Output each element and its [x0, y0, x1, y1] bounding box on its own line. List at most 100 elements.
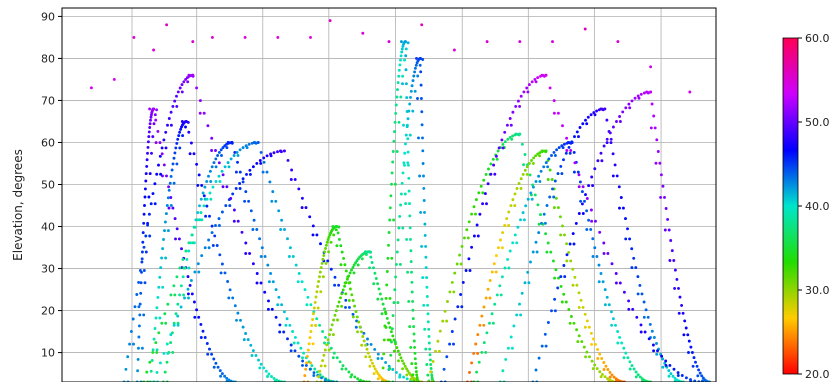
scatter-point-top-15 — [452, 48, 456, 52]
scatter-point-track-1-fall-2 — [154, 118, 158, 122]
scatter-point-track-15-rise-37 — [642, 91, 646, 95]
scatter-point-track-8-rise-24 — [322, 254, 326, 257]
scatter-point-track-4-rise-32 — [235, 150, 239, 154]
scatter-point-track-1-fall-offset-4 — [154, 141, 158, 145]
scatter-point-track-16-fall-3 — [552, 99, 556, 103]
scatter-point-track-2-fall-20 — [233, 304, 237, 308]
scatter-point-track-1-rise-30 — [148, 126, 152, 129]
scatter-point-track-10-rise-13 — [397, 226, 401, 230]
scatter-point-track-16-rise-36 — [536, 76, 540, 80]
scatter-point-track-11-rise-offset-22 — [481, 191, 485, 195]
scatter-point-track-6-fall-8 — [217, 161, 221, 165]
scatter-point-track-8-rise-26 — [324, 246, 327, 250]
scatter-point-track-6-fall-25 — [282, 330, 286, 334]
scatter-point-track-15-fall-offset-25 — [682, 333, 686, 337]
scatter-point-track-6-rise-offset-13 — [148, 234, 152, 238]
scatter-point-track-16-fall-offset-34 — [676, 374, 680, 377]
scatter-point-track-10-rise-19 — [402, 161, 406, 165]
scatter-point-track-16-rise-26 — [508, 117, 512, 120]
scatter-point-track-13-rise-30 — [547, 157, 551, 161]
scatter-point-track-5-fall-9 — [311, 224, 315, 228]
scatter-point-track-11-rise-32 — [501, 142, 505, 146]
scatter-point-track-2-rise-8 — [155, 306, 159, 310]
scatter-point-track-13-rise-8 — [490, 312, 494, 316]
scatter-point-track-5-fall-32 — [394, 370, 398, 374]
scatter-point-track-11-rise-11 — [450, 280, 454, 284]
scatter-point-track-14-rise-31 — [581, 122, 585, 126]
scatter-point-track-10-fall-23 — [426, 312, 430, 316]
scatter-point-track-2-fall-offset-25 — [242, 338, 246, 342]
scatter-point-track-3-rise-24 — [203, 185, 207, 189]
scatter-point-track-8-fall-19 — [360, 330, 363, 334]
scatter-point-track-14-fall-21 — [644, 308, 648, 312]
scatter-point-track-13-fall-27 — [624, 351, 628, 355]
scatter-point-track-2-fall-offset-37 — [273, 379, 277, 382]
scatter-point-track-16-fall-offset-19 — [614, 281, 618, 285]
scatter-point-top-14 — [420, 23, 424, 27]
scatter-point-track-12-fall-34 — [612, 375, 616, 379]
scatter-point-track-5-fall-35 — [405, 377, 409, 381]
scatter-point-track-15-rise-13 — [568, 242, 572, 246]
scatter-point-track-16-fall-offset-31 — [664, 363, 668, 367]
scatter-point-track-9-fall-17 — [409, 249, 413, 253]
scatter-point-track-16-rise-15 — [478, 212, 482, 216]
scatter-point-track-9-rise-30 — [398, 63, 402, 67]
scatter-point-track-8-rise-offset-19 — [321, 275, 325, 279]
scatter-point-track-3-fall-14 — [266, 263, 270, 267]
scatter-point-track-12-rise-10 — [484, 296, 488, 300]
scatter-point-track-11-fall-18 — [562, 292, 566, 296]
scatter-point-track-15-rise-20 — [590, 175, 594, 179]
scatter-point-track-14-fall-offset-7 — [611, 174, 615, 178]
scatter-point-track-4-fall-10 — [283, 228, 286, 231]
scatter-point-track-6-rise-5 — [129, 330, 133, 333]
scatter-point-track-10-rise-22 — [404, 133, 408, 137]
scatter-point-track-15-fall-2 — [650, 102, 654, 106]
scatter-point-track-3-rise-34 — [221, 146, 225, 150]
scatter-point-track-4-rise-15 — [184, 249, 188, 253]
scatter-point-track-10-rise-offset-19 — [406, 161, 410, 165]
scatter-point-track-8-rise-offset-25 — [327, 250, 331, 254]
plot-frame — [61, 7, 717, 383]
scatter-point-track-2-rise-offset-19 — [169, 204, 173, 207]
scatter-point-track-11-rise-36 — [511, 134, 515, 138]
scatter-point-track-10-rise-27 — [409, 95, 412, 99]
scatter-point-track-5-rise-11 — [186, 287, 190, 291]
scatter-point-track-14-rise-16 — [540, 221, 543, 225]
scatter-point-track-13-rise-24 — [531, 185, 535, 189]
scatter-point-track-8-fall-24 — [366, 351, 370, 355]
colorbar-ticks: 20.0 30.0 40.0 50.0 60.0 — [798, 32, 830, 381]
scatter-point-track-4-fall-27 — [332, 351, 336, 355]
scatter-point-track-7-rise-3 — [318, 369, 322, 373]
scatter-point-track-11-rise-offset-28 — [495, 157, 499, 161]
scatter-point-track-6-fall-offset-37 — [323, 379, 327, 382]
scatter-point-track-4-fall-28 — [335, 356, 339, 360]
scatter-point-track-6-rise-9 — [137, 280, 141, 284]
scatter-point-track-9-rise-11 — [387, 243, 390, 247]
scatter-point-track-3-fall-offset-28 — [301, 356, 304, 360]
scatter-point-track-5-fall-34 — [402, 375, 406, 379]
scatter-point-track-4-fall-31 — [344, 367, 348, 371]
scatter-point-track-12-rise-29 — [523, 168, 527, 172]
scatter-point-track-2-rise-29 — [175, 141, 179, 145]
scatter-point-track-12-rise-33 — [532, 156, 536, 160]
scatter-point-track-6-fall-offset-16 — [244, 252, 248, 255]
scatter-point-track-10-fall-15 — [423, 233, 427, 237]
scatter-point-track-15-fall-28 — [690, 351, 694, 354]
scatter-point-track-5-rise-12 — [189, 279, 193, 282]
scatter-point-track-8-fall-9 — [346, 275, 350, 279]
scatter-point-track-3-fall-offset-16 — [267, 280, 271, 284]
scatter-point-track-4-fall-29 — [338, 360, 342, 364]
scatter-point-track-4-rise-9 — [166, 302, 170, 306]
scatter-point-track-12-rise-offset-25 — [519, 187, 523, 190]
scatter-point-track-9-rise-offset-31 — [403, 58, 406, 62]
scatter-point-track-1-rise-offset-7 — [142, 313, 146, 317]
scatter-point-track-9-rise-19 — [391, 150, 395, 153]
scatter-point-track-1-rise-4 — [137, 346, 140, 350]
scatter-point-track-7-rise-14 — [333, 313, 337, 317]
scatter-point-track-13-fall-32 — [634, 370, 638, 374]
scatter-point-track-5-fall-20 — [351, 312, 355, 316]
scatter-point-track-15-fall-23 — [683, 319, 687, 323]
scatter-point-track-16-fall-13 — [594, 219, 597, 223]
scatter-point-track-14-fall-offset-19 — [636, 292, 640, 296]
scatter-point-track-14-rise-39 — [603, 107, 607, 111]
